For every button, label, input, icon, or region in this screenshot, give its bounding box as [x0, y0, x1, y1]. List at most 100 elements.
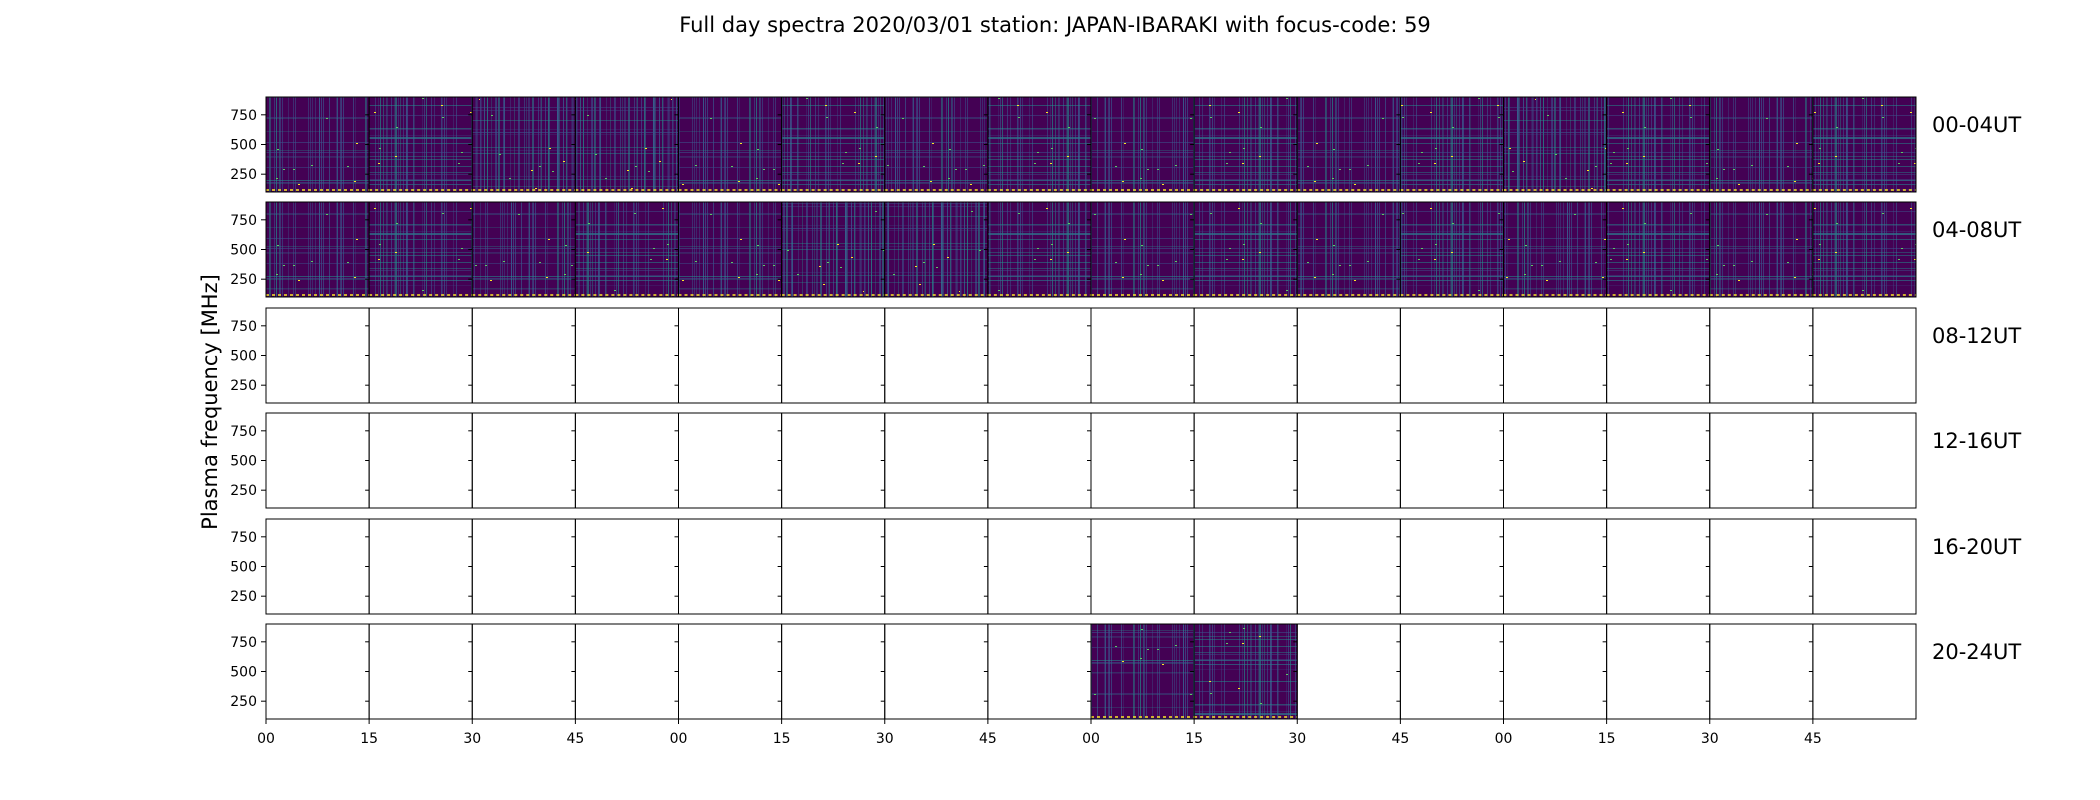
spectrum-panel	[777, 96, 886, 193]
panel-frame	[1296, 412, 1401, 509]
spectrum-heatmap	[1400, 202, 1504, 297]
spectrum-panel	[1396, 96, 1504, 193]
spectrum-panel	[674, 412, 783, 509]
panel-frame	[1399, 623, 1504, 720]
panel-frame	[678, 623, 783, 720]
spectrum-panel	[1396, 307, 1504, 404]
spectrum-panel	[777, 412, 886, 509]
spectrum-panel	[1499, 96, 1608, 193]
spectrum-panel	[571, 307, 679, 404]
spectrum-panel	[983, 412, 1092, 509]
spectrum-panel	[365, 518, 473, 615]
panel-frame	[781, 518, 886, 615]
panel-frame	[1193, 412, 1298, 509]
spectrum-panel	[1705, 412, 1814, 509]
spectrum-panel	[674, 96, 783, 193]
spectrum-panel	[1396, 201, 1504, 298]
spectrum-panel	[674, 201, 783, 298]
spectrum-panel	[880, 307, 989, 404]
row-label: 20-24UT	[1932, 640, 2021, 664]
panel-frame	[368, 518, 473, 615]
panel-frame	[265, 412, 370, 509]
spectrum-panel	[1808, 518, 1917, 615]
spectrum-heatmap	[1194, 97, 1298, 192]
spectrum-heatmap	[987, 97, 1091, 192]
spectrum-panel	[1396, 623, 1504, 720]
panel-frame	[1503, 412, 1608, 509]
panel-frame	[781, 623, 886, 720]
xtick-label: 45	[1804, 731, 1822, 747]
panel-frame	[471, 412, 576, 509]
spectrum-panel	[265, 307, 370, 404]
ytick-label: 250	[230, 378, 257, 394]
spectrum-panel	[1705, 518, 1814, 615]
panel-frame	[781, 307, 886, 404]
spectrum-panel	[674, 518, 783, 615]
panel-row: 750 500 250 16-20UT	[230, 518, 2021, 615]
xtick-label: 45	[1391, 731, 1409, 747]
spectrum-panel	[777, 201, 886, 298]
row-label: 12-16UT	[1932, 429, 2021, 453]
spectrum-panel	[880, 518, 989, 615]
spectrum-heatmap	[266, 202, 370, 297]
spectrum-panel	[1190, 518, 1298, 615]
spectrum-heatmap	[369, 202, 473, 297]
spectrum-panel	[983, 518, 1092, 615]
spectrum-heatmap	[1503, 97, 1607, 192]
spectrum-heatmap	[884, 202, 988, 297]
spectrum-panel	[1190, 412, 1298, 509]
panel-frame	[471, 623, 576, 720]
spectrum-heatmap	[472, 97, 576, 192]
xtick-label: 15	[1185, 731, 1203, 747]
spectrum-panel	[674, 307, 783, 404]
spectrum-heatmap	[1606, 97, 1710, 192]
panel-frame	[1090, 412, 1195, 509]
spectrum-panel	[265, 518, 370, 615]
spectrum-panel	[1087, 307, 1195, 404]
panel-frame	[1399, 307, 1504, 404]
spectrum-panel	[365, 201, 473, 298]
panel-frame	[884, 518, 989, 615]
spectrum-heatmap	[1194, 202, 1298, 297]
spectrum-panel	[571, 412, 679, 509]
panel-frame	[1399, 412, 1504, 509]
spectrum-panel	[1087, 518, 1195, 615]
panel-frame	[987, 412, 1092, 509]
spectrum-heatmap	[781, 202, 885, 297]
panel-frame	[368, 412, 473, 509]
ytick-label: 750	[230, 213, 257, 229]
spectrum-panel	[1190, 201, 1298, 298]
spectrum-heatmap	[1812, 202, 1916, 297]
spectrum-panel	[880, 412, 989, 509]
panel-frame	[884, 307, 989, 404]
chart-title: Full day spectra 2020/03/01 station: JAP…	[679, 13, 1431, 37]
panel-frame	[1709, 412, 1814, 509]
spectrum-panel	[265, 201, 370, 298]
spectrum-panel	[1499, 623, 1608, 720]
spectrum-heatmap	[575, 97, 679, 192]
spectrum-panel	[1602, 412, 1711, 509]
spectrum-panel	[1396, 412, 1504, 509]
panel-frame	[1193, 307, 1298, 404]
ytick-label: 500	[230, 560, 257, 576]
spectrum-panel	[1705, 96, 1814, 193]
spectrum-heatmap	[266, 97, 370, 192]
spectrum-panel	[1190, 623, 1298, 720]
spectrum-panel	[1499, 307, 1608, 404]
xtick-label: 00	[670, 731, 688, 747]
xtick-label: 45	[979, 731, 997, 747]
panel-frame	[471, 518, 576, 615]
spectrum-panel	[1808, 96, 1917, 193]
ytick-label: 250	[230, 694, 257, 710]
spectrum-panel	[777, 518, 886, 615]
spectrum-heatmap	[1091, 202, 1195, 297]
xtick-label: 00	[1082, 731, 1100, 747]
panel-frame	[1606, 307, 1711, 404]
xtick-label: 00	[257, 731, 275, 747]
ytick-label: 250	[230, 483, 257, 499]
spectrum-heatmap	[1812, 97, 1916, 192]
spectrum-panel	[777, 307, 886, 404]
spectrum-panel	[1293, 307, 1401, 404]
spectrum-heatmap	[1091, 624, 1195, 719]
